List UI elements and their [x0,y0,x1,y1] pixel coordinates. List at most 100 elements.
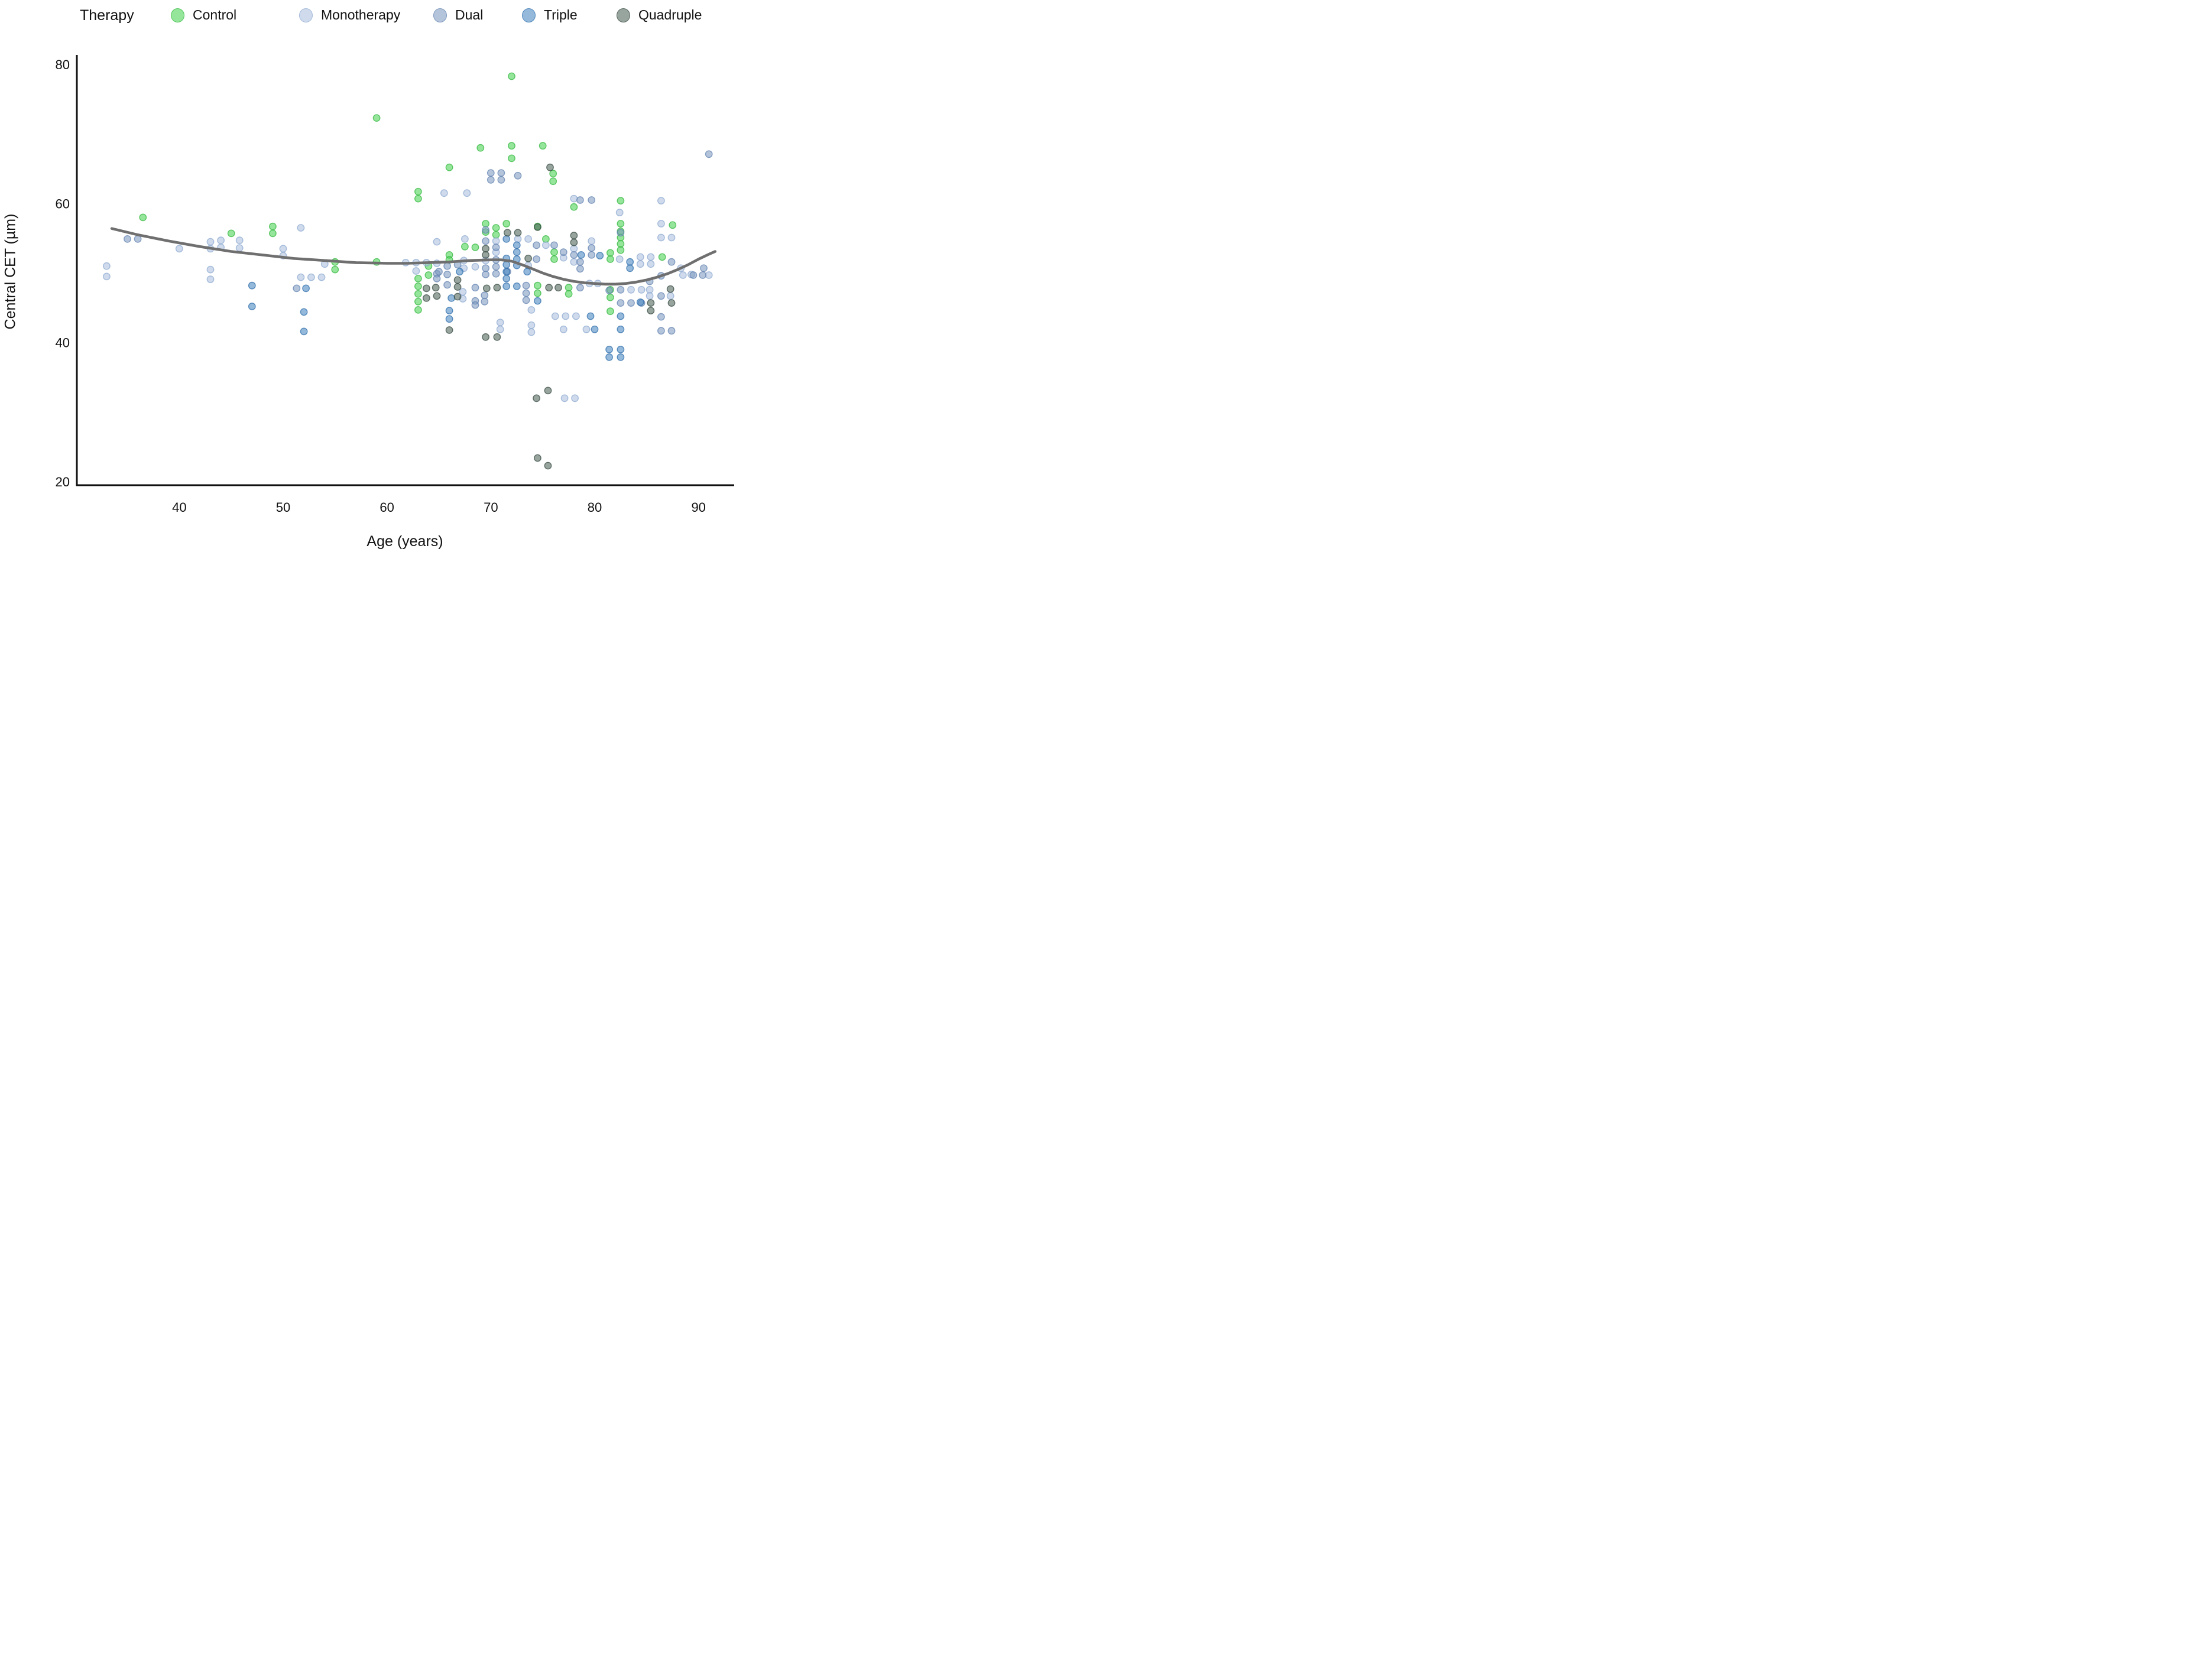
data-point-dual [522,296,530,304]
data-point-dual [492,243,500,251]
data-point-triple [300,327,308,336]
data-point-monotherapy [570,258,578,266]
data-point-control [331,265,339,274]
data-point-monotherapy [463,189,471,197]
trend-line [110,227,717,286]
data-point-triple [605,353,614,361]
data-point-monotherapy [647,260,655,268]
data-point-monotherapy [705,271,713,279]
data-point-monotherapy [560,394,569,402]
data-point-dual [471,284,479,292]
data-point-control [617,240,625,248]
data-point-triple [447,294,455,302]
quadruple-swatch-icon [617,8,630,22]
data-point-dual [700,264,708,272]
legend-item-control: Control [171,7,236,23]
data-point-monotherapy [102,262,111,270]
data-point-triple [302,284,310,293]
data-point-control [508,72,515,80]
data-point-monotherapy [647,253,655,261]
data-point-monotherapy [524,235,532,243]
data-point-monotherapy [102,272,111,281]
data-point-dual [657,327,665,335]
data-point-dual [667,327,676,335]
data-point-control [414,274,422,282]
data-point-control [424,271,433,279]
data-point-control [550,248,558,256]
data-point-control [565,284,573,292]
data-point-dual [481,297,489,306]
data-point-control [471,243,479,251]
data-point-quadruple [504,229,511,237]
data-point-control [617,197,625,204]
data-point-monotherapy [279,245,287,253]
data-point-monotherapy [217,236,225,245]
data-point-monotherapy [570,245,578,253]
data-point-quadruple [445,326,453,334]
monotherapy-swatch-icon [299,8,313,22]
data-point-quadruple [482,333,489,341]
data-point-dual [576,265,584,273]
x-tick-labels: 40 50 60 70 80 90 [172,500,706,515]
data-point-control [549,170,557,178]
data-point-monotherapy [657,220,665,228]
data-point-control [414,194,422,203]
data-point-dual [667,258,676,266]
data-point-control [539,142,547,150]
data-point-monotherapy [627,285,635,294]
data-point-dual [689,271,698,279]
data-point-quadruple [482,284,491,293]
y-tick-label: 80 [56,57,70,72]
axis-layer [76,55,734,486]
data-point-triple [456,268,463,276]
data-point-control [550,255,558,263]
data-point-control [606,307,614,316]
data-point-control [372,114,381,122]
y-tick-label: 20 [56,475,70,489]
data-point-triple [617,312,625,320]
data-point-control [414,282,422,290]
data-point-dual [486,169,495,177]
data-point-dual [482,237,489,245]
data-point-monotherapy [297,273,305,281]
data-point-dual [522,281,530,290]
data-point-quadruple [647,307,655,314]
data-point-dual [497,169,505,177]
data-point-quadruple [482,251,489,259]
data-point-dual [293,284,301,293]
x-tick-label: 70 [484,500,498,515]
data-point-control [268,229,277,238]
data-point-control [414,297,422,306]
data-point-monotherapy [307,273,315,281]
data-point-triple [248,303,256,310]
data-point-dual [559,248,567,256]
data-point-quadruple [423,294,430,302]
data-point-triple [300,308,308,316]
data-point-monotherapy [646,292,654,300]
data-point-quadruple [433,292,441,300]
data-point-dual [533,241,540,249]
data-point-quadruple [493,333,501,341]
data-point-dual [699,271,707,279]
data-point-dual [514,171,522,180]
data-point-dual [482,226,489,234]
data-point-quadruple [667,299,676,307]
data-point-quadruple [647,299,655,307]
data-point-dual [588,251,596,259]
data-point-dual [471,301,479,309]
data-point-dual [522,289,530,297]
data-point-quadruple [554,284,562,292]
data-point-control [502,220,511,228]
data-point-dual [433,274,441,282]
data-point-control [461,242,469,251]
control-swatch-icon [171,8,184,22]
data-point-quadruple [432,284,440,292]
data-point-triple [586,312,595,320]
data-point-control [570,203,578,211]
legend-label-triple: Triple [544,7,578,22]
data-point-control [508,154,515,163]
data-point-quadruple [570,238,578,246]
y-tick-label: 40 [56,336,70,350]
data-point-quadruple [524,254,532,262]
data-point-monotherapy [646,285,654,294]
